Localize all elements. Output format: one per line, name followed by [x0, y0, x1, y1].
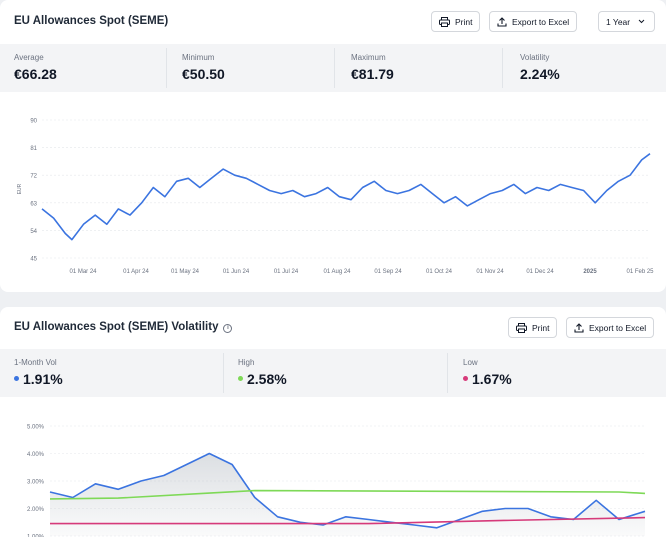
- series-dot-green: [238, 376, 243, 381]
- volatility-card-title-text: EU Allowances Spot (SEME) Volatility: [14, 321, 219, 333]
- stat-label: Low: [463, 358, 478, 367]
- volatility-card: EU Allowances Spot (SEME) Volatility i Pr…: [0, 307, 666, 537]
- stat-label: Volatility: [520, 53, 550, 62]
- stat-label: 1-Month Vol: [14, 358, 57, 367]
- volatility-print-button[interactable]: Print: [508, 317, 558, 338]
- x-tick-label: 01 Jul 24: [274, 269, 299, 275]
- export-excel-button[interactable]: Export to Excel: [489, 11, 578, 32]
- x-tick-label: 01 Jun 24: [223, 269, 250, 275]
- stat-label: Maximum: [351, 53, 386, 62]
- y-tick-label: 3.00%: [27, 480, 45, 486]
- vol-series-area: [50, 453, 645, 536]
- export-button-label: Export to Excel: [589, 322, 647, 333]
- stat-value: 1.91%: [14, 371, 63, 387]
- x-tick-label: 01 Oct 24: [426, 269, 453, 275]
- period-select[interactable]: 1 Year: [598, 11, 655, 32]
- printer-icon: [439, 16, 450, 27]
- y-tick-label: 5.00%: [27, 425, 45, 431]
- y-tick-label: 45: [30, 257, 37, 263]
- printer-icon: [516, 322, 527, 333]
- x-tick-label: 01 Aug 24: [323, 269, 351, 275]
- stat-value: €66.28: [14, 66, 57, 82]
- stat-value: 2.24%: [520, 66, 560, 82]
- y-tick-label: 54: [30, 229, 37, 235]
- upload-icon: [574, 322, 584, 333]
- x-tick-label: 2025: [583, 269, 597, 275]
- stat-value: 1.67%: [463, 371, 512, 387]
- x-tick-label: 01 Mar 24: [69, 269, 97, 275]
- vol-series-line: [49, 452, 646, 529]
- export-button-label: Export to Excel: [512, 16, 570, 27]
- stat-value-text: 2.58%: [247, 371, 287, 387]
- x-tick-label: 01 May 24: [171, 269, 200, 275]
- x-tick-label: 01 Sep 24: [374, 269, 402, 275]
- y-tick-label: 2.00%: [27, 507, 45, 513]
- low-series-line: [50, 516, 646, 525]
- volatility-card-header: EU Allowances Spot (SEME) Volatility i Pr…: [0, 307, 666, 349]
- stat-value: 2.58%: [238, 371, 287, 387]
- price-card-title: EU Allowances Spot (SEME): [14, 15, 169, 27]
- info-icon[interactable]: i: [223, 324, 233, 333]
- y-tick-label: 63: [30, 201, 37, 207]
- stat-divider: [447, 353, 448, 393]
- stat-value-text: 1.91%: [23, 371, 63, 387]
- x-tick-label: 01 Feb 25: [626, 269, 654, 275]
- price-card: EU Allowances Spot (SEME) Print Export t…: [0, 0, 666, 292]
- stat-divider: [223, 353, 224, 393]
- stat-divider: [502, 48, 503, 88]
- stat-label: Average: [14, 53, 44, 62]
- print-button[interactable]: Print: [431, 11, 481, 32]
- series-dot-blue: [14, 376, 19, 381]
- print-button-label: Print: [532, 322, 550, 333]
- y-tick-label: 4.00%: [27, 452, 45, 458]
- stat-label: Minimum: [182, 53, 215, 62]
- x-tick-label: 01 Dec 24: [526, 269, 554, 275]
- volatility-line-chart: 1.00% 2.00% 3.00% 4.00% 5.00%: [27, 425, 646, 537]
- y-tick-label: 72: [30, 174, 37, 180]
- y-tick-label: 1.00%: [27, 535, 45, 537]
- volatility-export-excel-button[interactable]: Export to Excel: [566, 317, 655, 338]
- stat-value: €50.50: [182, 66, 225, 82]
- high-series-line: [49, 489, 646, 500]
- stat-label: High: [238, 358, 255, 367]
- x-tick-label: 01 Nov 24: [476, 269, 504, 275]
- x-tick-label: 01 Apr 24: [123, 269, 149, 275]
- upload-icon: [497, 16, 507, 27]
- volatility-stats-bar: 1-Month Vol 1.91% High 2.58% Low 1.67%: [0, 349, 666, 397]
- series-dot-pink: [463, 376, 468, 381]
- price-stats-bar: Average €66.28 Minimum €50.50 Maximum €8…: [0, 44, 666, 92]
- volatility-card-title: EU Allowances Spot (SEME) Volatility i: [14, 321, 233, 333]
- price-series-line: [41, 153, 651, 241]
- stat-divider: [166, 48, 167, 88]
- price-line-chart: 45 54 63 72 81 90 EUR 01 Mar 24 01 Apr 24 01 May …: [17, 119, 654, 276]
- price-card-header: EU Allowances Spot (SEME) Print Export t…: [0, 0, 666, 42]
- y-axis-label: EUR: [17, 183, 23, 194]
- y-tick-label: 81: [30, 146, 37, 152]
- period-select-value: 1 Year: [606, 16, 631, 27]
- y-tick-label: 90: [30, 119, 37, 125]
- stat-value: €81.79: [351, 66, 394, 82]
- chevron-down-icon: [638, 19, 645, 24]
- print-button-label: Print: [455, 16, 473, 27]
- stat-value-text: 1.67%: [472, 371, 512, 387]
- stat-divider: [334, 48, 335, 88]
